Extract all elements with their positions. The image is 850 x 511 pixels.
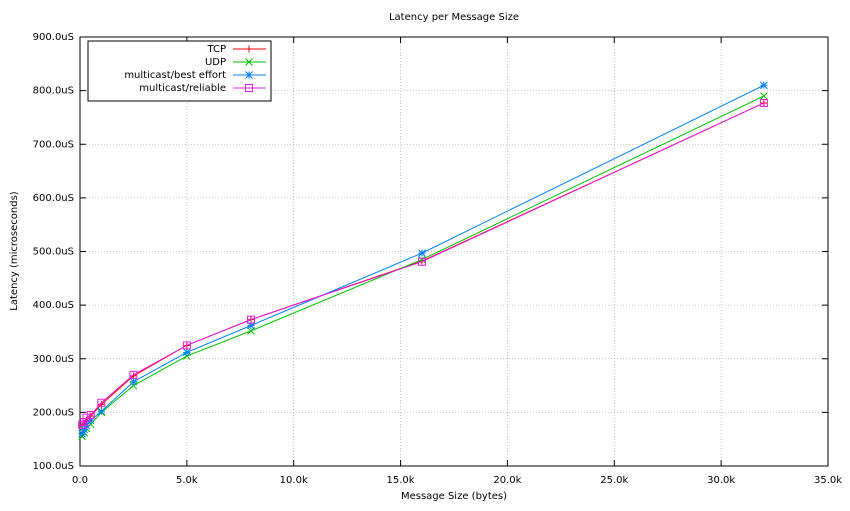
legend-label: UDP [205,57,226,68]
data-point [760,92,768,100]
data-point [418,249,426,257]
series-line [81,102,765,426]
data-point [86,416,95,425]
x-tick-label: 20.0k [493,475,521,486]
legend-marker [245,45,253,53]
data-point [182,341,191,350]
data-point [760,99,768,107]
legend-marker [245,71,253,79]
data-point [183,348,191,357]
y-tick-label: 400.0uS [33,300,74,311]
chart-title: Latency per Message Size [389,12,519,23]
data-point [247,321,255,330]
y-tick-label: 900.0uS [33,32,74,43]
series-line [81,102,765,427]
data-point [760,81,768,90]
data-point [246,315,255,324]
y-tick-label: 500.0uS [33,247,74,258]
x-tick-label: 25.0k [600,475,628,486]
x-tick-label: 10.0k [280,475,308,486]
data-point [80,418,89,427]
legend-marker [245,58,253,66]
data-point [129,377,138,386]
data-point [86,420,95,429]
y-tick-label: 700.0uS [33,139,74,150]
y-tick-label: 600.0uS [33,193,74,204]
x-tick-label: 15.0k [387,475,415,486]
plot-border [79,36,829,467]
x-tick-label: 30.0k [707,475,735,486]
y-tick-label: 800.0uS [33,86,74,97]
data-point [129,381,138,390]
data-point [78,429,86,438]
data-point [418,255,426,264]
legend-label: multicast/best effort [124,70,226,81]
legend-label: multicast/reliable [139,83,226,94]
data-point [759,98,768,107]
y-tick-label: 300.0uS [33,354,74,365]
x-axis-label: Message Size (bytes) [401,491,507,502]
data-point [97,398,106,407]
legend-marker [245,84,253,92]
y-tick-label: 100.0uS [33,461,74,472]
y-tick-label: 200.0uS [33,407,74,418]
x-tick-label: 5.0k [176,475,198,486]
x-tick-label: 0.0 [72,475,88,486]
x-tick-label: 35.0k [814,475,842,486]
series-line [81,95,765,437]
y-axis-label: Latency (microseconds) [9,191,20,311]
data-point [97,407,106,416]
legend-box [87,40,272,102]
data-point [129,370,138,379]
legend-label: TCP [206,44,226,55]
data-point [80,425,89,434]
data-point [86,411,95,420]
data-point [417,257,426,266]
